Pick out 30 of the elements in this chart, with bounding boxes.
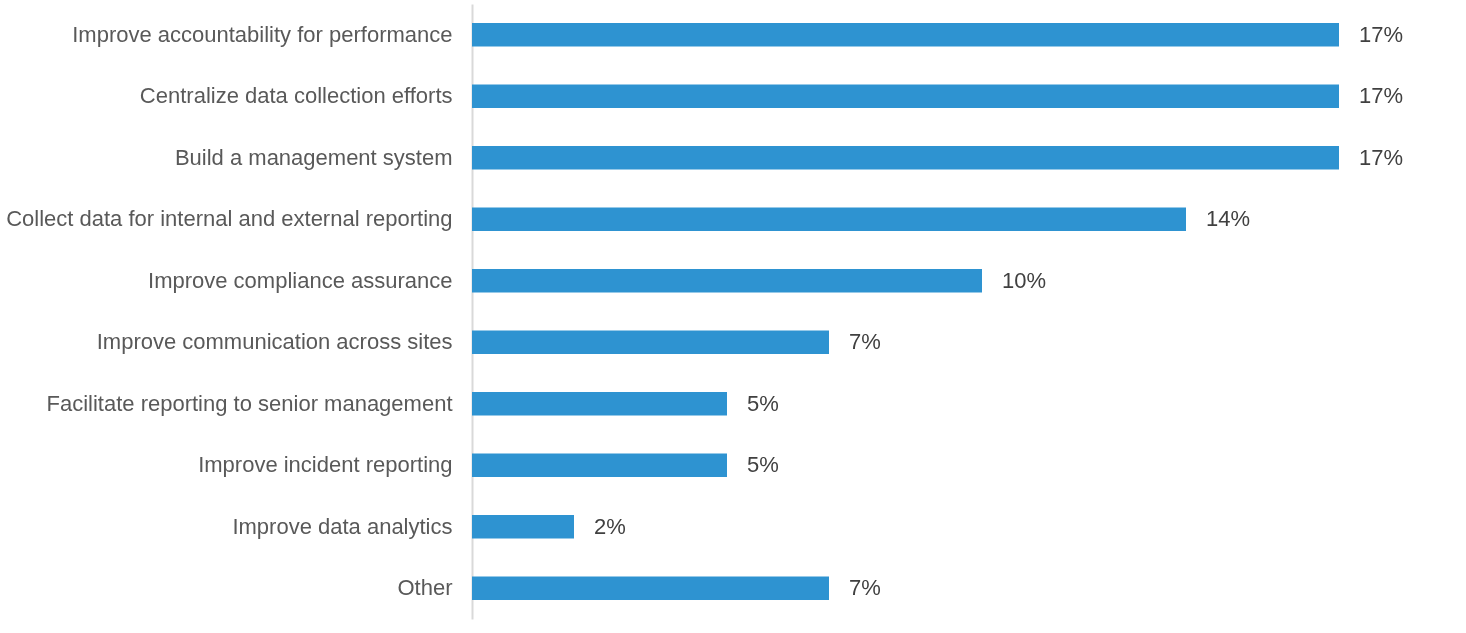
data-label: 17% xyxy=(1359,144,1404,170)
data-label: 10% xyxy=(1002,267,1047,293)
y-tick-label: Centralize data collection efforts xyxy=(139,83,453,109)
data-label: 7% xyxy=(849,575,881,601)
bar xyxy=(472,207,1186,231)
bar xyxy=(472,392,727,416)
bar xyxy=(472,576,829,600)
y-tick-label: Improve communication across sites xyxy=(96,329,453,355)
y-tick-label: Improve compliance assurance xyxy=(148,267,453,293)
y-tick-label: Facilitate reporting to senior management xyxy=(46,390,453,416)
bar xyxy=(472,146,1339,170)
data-label: 5% xyxy=(747,390,779,416)
bar xyxy=(472,515,574,539)
y-tick-label: Improve data analytics xyxy=(232,513,453,539)
data-label: 5% xyxy=(747,452,779,478)
data-label: 17% xyxy=(1359,83,1404,109)
y-tick-label: Other xyxy=(397,575,453,601)
y-tick-label: Improve accountability for performance xyxy=(72,21,453,47)
bar xyxy=(472,269,982,293)
bar xyxy=(472,453,727,477)
bar xyxy=(472,330,829,354)
y-tick-label: Improve incident reporting xyxy=(198,452,453,478)
y-tick-label: Build a management system xyxy=(174,144,453,170)
y-tick-label: Collect data for internal and external reporting xyxy=(6,206,453,232)
data-label: 14% xyxy=(1206,206,1251,232)
data-label: 2% xyxy=(594,513,626,539)
bar xyxy=(472,84,1339,108)
bar xyxy=(472,23,1339,47)
data-label: 17% xyxy=(1359,21,1404,47)
data-label: 7% xyxy=(849,329,881,355)
